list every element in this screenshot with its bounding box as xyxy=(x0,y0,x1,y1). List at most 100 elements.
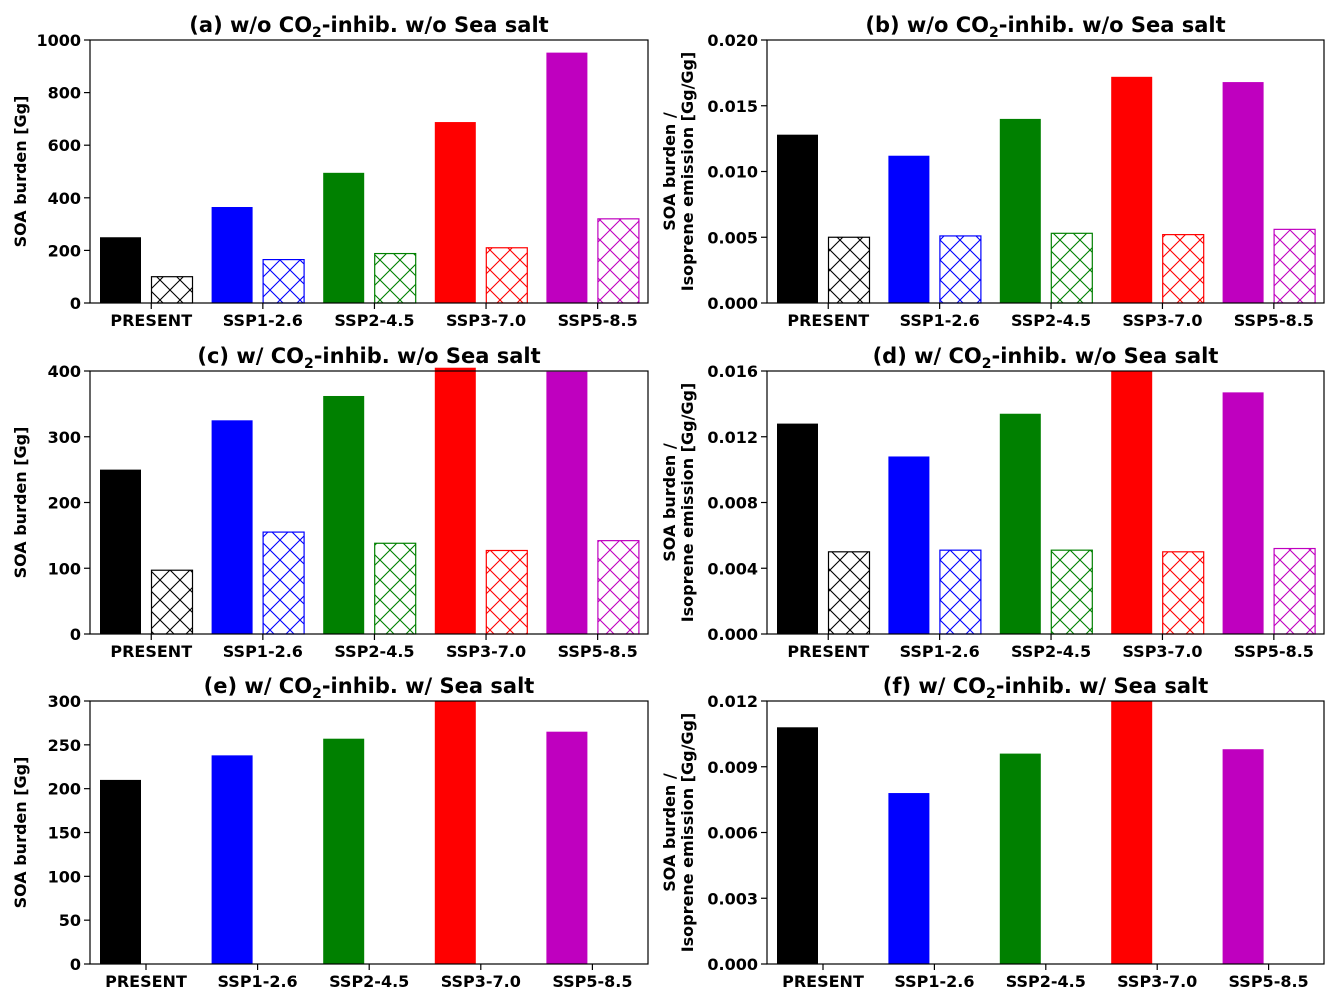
bar-solid-ssp1-2.6 xyxy=(211,420,253,634)
bar-solid-ssp1-2.6 xyxy=(211,207,253,303)
bar-solid-ssp1-2.6 xyxy=(888,155,930,303)
panel-title-a: (a) w/o CO2-inhib. w/o Sea salt xyxy=(189,13,548,41)
title-part: (c) w/ CO xyxy=(197,344,304,368)
panel-d: (d) w/ CO2-inhib. w/o Sea salt SOA burden… xyxy=(660,344,1325,661)
bar-hatched-ssp2-4.5 xyxy=(374,542,417,635)
y-tick-label: 600 xyxy=(48,136,81,155)
bar-hatched-ssp1-2.6 xyxy=(262,259,305,304)
axes-frame xyxy=(766,39,1325,304)
y-tick-label: 0.006 xyxy=(707,824,758,843)
bar-solid-present xyxy=(100,237,141,303)
title-subscript: 2 xyxy=(312,686,322,702)
x-tick-label: SSP1-2.6 xyxy=(894,972,974,989)
x-tick-label: SSP1-2.6 xyxy=(900,642,980,661)
x-tick-label: PRESENT xyxy=(105,972,187,989)
bar-hatched-ssp5-8.5 xyxy=(1273,228,1316,304)
y-tick-label: 150 xyxy=(48,824,81,843)
y-tick-label: 200 xyxy=(48,780,81,799)
y-tick-label: 0.012 xyxy=(707,692,758,711)
panel-f: (f) w/ CO2-inhib. w/ Sea salt SOA burden … xyxy=(660,674,1325,989)
bar-hatched-ssp1-2.6 xyxy=(262,531,305,635)
x-tick-label: SSP3-7.0 xyxy=(446,311,526,330)
bar-hatched-ssp2-4.5 xyxy=(1050,232,1093,304)
panel-title-e: (e) w/ CO2-inhib. w/ Sea salt xyxy=(204,674,535,702)
title-part: -inhib. w/o Sea salt xyxy=(322,13,549,37)
y-tick-label: 0 xyxy=(70,955,81,974)
y-tick-label: 0.015 xyxy=(707,97,758,116)
y-tick-label: 0.000 xyxy=(707,294,758,313)
panel-title-c: (c) w/ CO2-inhib. w/o Sea salt xyxy=(197,344,540,372)
y-tick-label: 250 xyxy=(48,736,81,755)
x-tick-label: SSP5-8.5 xyxy=(1234,642,1314,661)
title-part: (e) w/ CO xyxy=(204,674,312,698)
y-axis-label: SOA burden / xyxy=(660,112,679,231)
x-tick-label: SSP5-8.5 xyxy=(1229,972,1309,989)
title-part: -inhib. w/o Sea salt xyxy=(314,344,541,368)
title-part: -inhib. w/o Sea salt xyxy=(992,344,1219,368)
panel-title-f: (f) w/ CO2-inhib. w/ Sea salt xyxy=(883,674,1209,702)
bar-solid-ssp5-8.5 xyxy=(1222,82,1264,303)
bar-hatched-ssp3-7.0 xyxy=(1162,551,1205,635)
bar-solid-ssp5-8.5 xyxy=(1222,749,1264,964)
y-axis-label: SOA burden / xyxy=(660,773,679,892)
bar-solid-present xyxy=(777,727,818,964)
bar-hatched-present xyxy=(827,551,871,635)
bar-hatched-ssp3-7.0 xyxy=(1162,234,1205,304)
bar-solid-ssp5-8.5 xyxy=(1222,392,1264,634)
bar-solid-ssp1-2.6 xyxy=(888,793,930,964)
bar-solid-ssp5-8.5 xyxy=(546,371,588,634)
title-part: (a) w/o CO xyxy=(189,13,312,37)
title-subscript: 2 xyxy=(989,25,999,41)
y-tick-label: 0.020 xyxy=(707,31,758,50)
x-tick-label: SSP1-2.6 xyxy=(223,311,303,330)
bar-hatched-present xyxy=(827,236,871,304)
x-tick-label: SSP3-7.0 xyxy=(1117,972,1197,989)
y-tick-label: 200 xyxy=(48,241,81,260)
title-part: (d) w/ CO xyxy=(873,344,982,368)
x-tick-label: SSP2-4.5 xyxy=(1006,972,1086,989)
y-tick-label: 800 xyxy=(48,84,81,103)
title-subscript: 2 xyxy=(986,686,996,702)
y-axis-label: Isoprene emission [Gg/Gg] xyxy=(678,383,697,623)
x-tick-label: SSP5-8.5 xyxy=(552,972,632,989)
y-tick-label: 200 xyxy=(48,494,81,513)
axes-frame xyxy=(89,39,649,304)
title-part: -inhib. w/ Sea salt xyxy=(996,674,1208,698)
panel-a: (a) w/o CO2-inhib. w/o Sea salt SOA burde… xyxy=(11,13,649,330)
y-tick-label: 100 xyxy=(48,559,81,578)
y-tick-label: 0 xyxy=(70,294,81,313)
bar-solid-ssp2-4.5 xyxy=(323,395,365,634)
panel-title-d: (d) w/ CO2-inhib. w/o Sea salt xyxy=(873,344,1219,372)
y-tick-label: 1000 xyxy=(36,31,81,50)
y-tick-label: 0.008 xyxy=(707,494,758,513)
y-tick-label: 0 xyxy=(70,625,81,644)
axes-frame xyxy=(89,370,649,635)
y-tick-label: 300 xyxy=(48,428,81,447)
x-tick-label: SSP1-2.6 xyxy=(900,311,980,330)
title-subscript: 2 xyxy=(312,25,322,41)
bar-solid-ssp2-4.5 xyxy=(323,172,365,303)
y-tick-label: 0.000 xyxy=(707,955,758,974)
y-tick-label: 0.010 xyxy=(707,163,758,182)
y-axis-label: Isoprene emission [Gg/Gg] xyxy=(678,52,697,292)
x-tick-label: PRESENT xyxy=(787,311,869,330)
title-subscript: 2 xyxy=(304,356,314,372)
x-tick-label: SSP2-4.5 xyxy=(329,972,409,989)
x-tick-label: SSP3-7.0 xyxy=(441,972,521,989)
bar-hatched-present xyxy=(150,276,194,304)
bar-solid-ssp2-4.5 xyxy=(999,413,1041,634)
y-tick-label: 0.004 xyxy=(707,559,758,578)
y-tick-label: 300 xyxy=(48,692,81,711)
y-tick-label: 400 xyxy=(48,189,81,208)
y-tick-label: 50 xyxy=(59,911,81,930)
bar-hatched-ssp3-7.0 xyxy=(485,247,528,304)
axes-frame xyxy=(766,370,1325,635)
bar-hatched-present xyxy=(150,569,194,635)
bar-solid-present xyxy=(100,469,141,634)
bar-solid-present xyxy=(100,779,141,964)
x-tick-label: SSP2-4.5 xyxy=(1011,642,1091,661)
panel-b: (b) w/o CO2-inhib. w/o Sea salt SOA burde… xyxy=(660,13,1325,330)
bar-hatched-ssp5-8.5 xyxy=(597,218,640,304)
bar-solid-ssp1-2.6 xyxy=(888,456,930,634)
